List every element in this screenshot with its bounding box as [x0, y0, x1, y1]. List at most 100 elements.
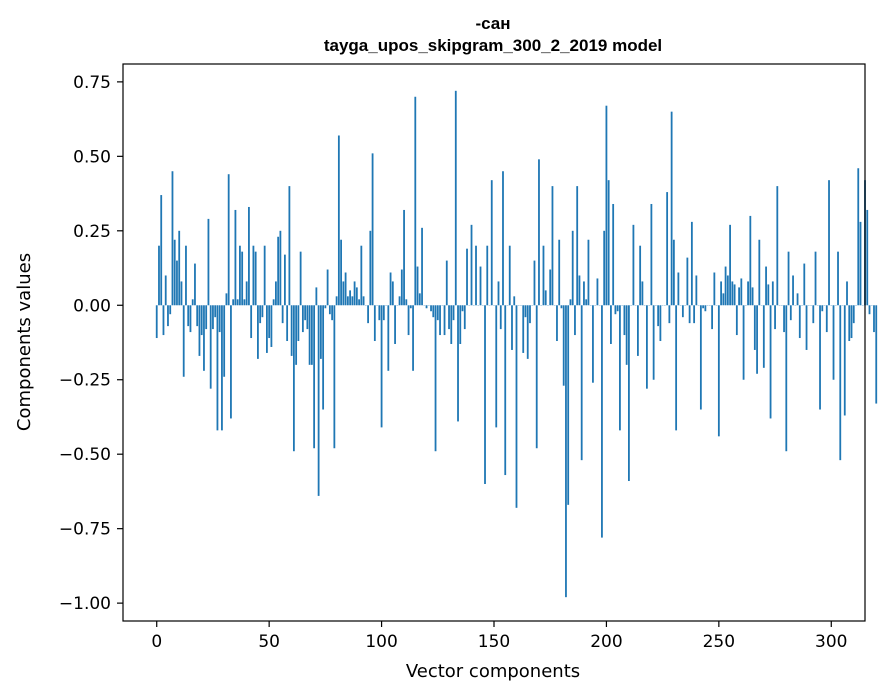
- bar: [551, 186, 554, 306]
- bar: [382, 305, 385, 321]
- y-tick-label: 0.00: [73, 296, 111, 316]
- bar: [729, 224, 731, 306]
- x-axis-ticks: 0 50 100 150 200 250 300: [151, 621, 847, 652]
- x-tick-label: 300: [815, 632, 847, 652]
- bar: [868, 305, 871, 315]
- bar: [639, 245, 642, 306]
- bar: [227, 174, 230, 306]
- bar: [558, 239, 561, 306]
- bar: [221, 305, 223, 431]
- bar: [742, 305, 745, 380]
- bar: [852, 305, 855, 324]
- bar: [522, 305, 525, 353]
- bar: [650, 203, 653, 306]
- bar: [699, 305, 702, 410]
- bar: [875, 305, 878, 404]
- bar: [542, 245, 545, 306]
- bar: [814, 251, 817, 306]
- bar: [605, 105, 608, 306]
- bar: [641, 281, 644, 306]
- x-tick-label: 250: [703, 632, 735, 652]
- bar: [601, 305, 603, 538]
- y-axis-label: Components values: [14, 253, 35, 431]
- bar: [812, 305, 815, 324]
- bar: [556, 305, 558, 342]
- bar: [443, 305, 446, 336]
- bar: [574, 305, 576, 336]
- bar: [704, 305, 707, 312]
- y-axis-ticks: 0.75 0.50 0.25 0.00 −0.25 −0.50 −0.75 −1.00: [59, 73, 123, 614]
- bar: [457, 305, 459, 422]
- bar: [389, 272, 392, 306]
- bar: [735, 305, 738, 336]
- bar: [726, 275, 729, 306]
- bar: [216, 305, 219, 431]
- bar: [412, 305, 414, 371]
- bar: [843, 305, 846, 416]
- bar: [439, 305, 441, 336]
- bar: [578, 275, 581, 306]
- bar: [432, 305, 435, 318]
- bar: [324, 305, 327, 309]
- bar: [169, 305, 172, 315]
- bar: [616, 305, 619, 312]
- bars: [155, 90, 878, 598]
- chart-title-line2: tayga_upos_skipgram_300_2_2019 model: [324, 36, 662, 55]
- bar: [785, 305, 788, 452]
- bar: [245, 281, 248, 306]
- chart-title-line1: -сан: [475, 14, 510, 33]
- bar: [837, 251, 839, 306]
- bar: [857, 168, 860, 306]
- bar: [403, 209, 405, 306]
- bar: [340, 239, 342, 306]
- bar: [155, 305, 158, 339]
- x-tick-label: 150: [478, 632, 510, 652]
- bar: [562, 305, 565, 386]
- bar: [859, 221, 862, 306]
- bar: [747, 281, 749, 306]
- bar: [313, 305, 316, 449]
- bar: [549, 269, 552, 306]
- bar: [866, 209, 869, 306]
- bar: [848, 305, 851, 342]
- bar: [787, 251, 790, 306]
- bar: [304, 305, 307, 321]
- bar: [355, 287, 358, 306]
- bar: [342, 281, 345, 306]
- bar: [596, 278, 599, 306]
- bar: [731, 281, 734, 306]
- bar: [218, 305, 221, 333]
- bar: [346, 296, 349, 306]
- bar: [369, 230, 372, 306]
- bar: [513, 296, 516, 306]
- bar: [805, 305, 808, 350]
- y-tick-label: −0.50: [59, 445, 111, 465]
- bar: [508, 245, 511, 306]
- bar: [295, 305, 298, 365]
- bar: [333, 305, 336, 449]
- bar: [225, 293, 228, 306]
- bar: [405, 299, 408, 306]
- bar: [178, 230, 181, 306]
- plot-frame: [122, 63, 866, 622]
- bar: [569, 299, 572, 306]
- bar: [198, 305, 201, 356]
- bar: [317, 305, 320, 496]
- bar: [717, 305, 720, 437]
- bar: [529, 305, 531, 324]
- bar: [248, 206, 250, 306]
- bar: [792, 275, 794, 306]
- bar: [209, 305, 212, 389]
- bar: [610, 305, 612, 344]
- bar: [738, 287, 740, 306]
- bar: [257, 305, 259, 359]
- bar: [695, 275, 698, 306]
- bar: [203, 305, 205, 371]
- bar: [266, 305, 268, 353]
- bar: [207, 218, 210, 306]
- bar: [619, 305, 621, 431]
- bar: [353, 281, 356, 306]
- bar: [776, 186, 779, 306]
- bar: [753, 305, 756, 350]
